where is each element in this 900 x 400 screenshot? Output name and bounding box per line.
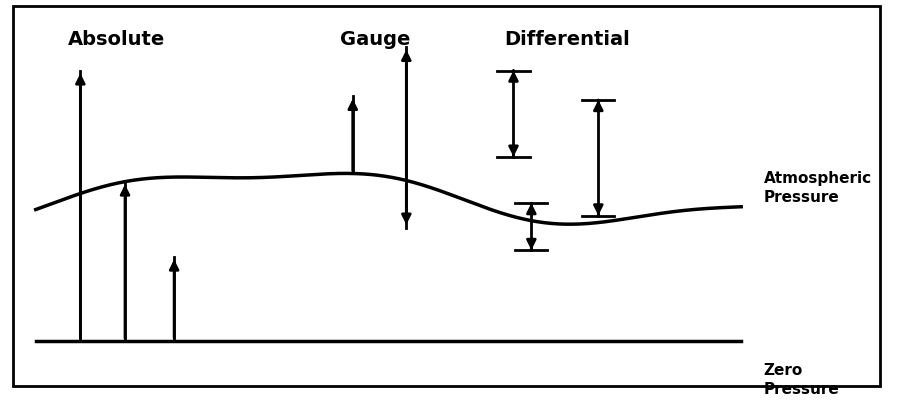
Text: Absolute: Absolute xyxy=(68,30,165,49)
Text: Zero
Pressure: Zero Pressure xyxy=(763,363,840,398)
Text: Atmospheric
Pressure: Atmospheric Pressure xyxy=(763,171,872,206)
Text: Gauge: Gauge xyxy=(340,30,410,49)
Text: Differential: Differential xyxy=(504,30,630,49)
